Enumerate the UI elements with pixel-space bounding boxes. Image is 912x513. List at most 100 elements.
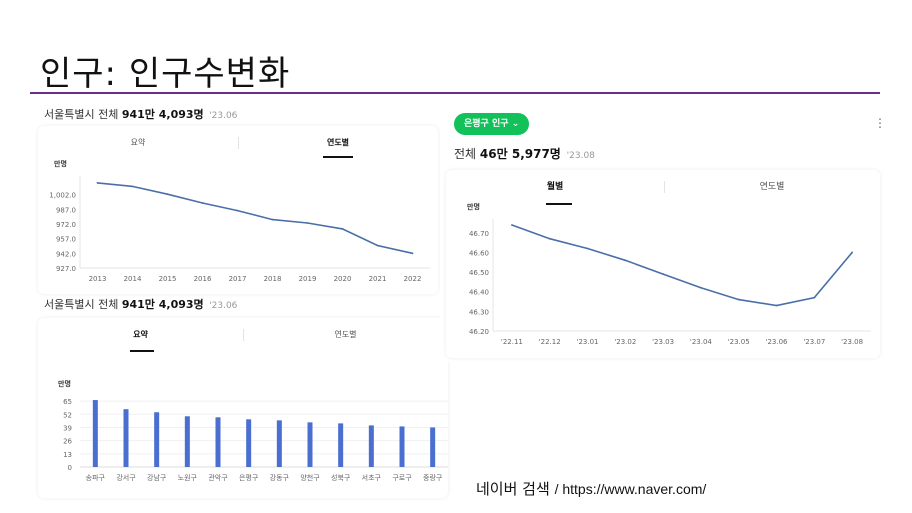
panel1-region: 서울특별시 전체: [44, 108, 119, 121]
source-url: / https://www.naver.com/: [554, 481, 707, 497]
panel2-population: 941만 4,093명: [121, 298, 204, 311]
panel2-tabs: 요약 연도별: [38, 318, 448, 352]
chart3-x-tick-2: '23.01: [577, 338, 599, 346]
chart3-point-3: [624, 259, 627, 262]
panel1-tab-yearly[interactable]: 연도별: [326, 138, 350, 147]
chart1-x-tick-2: 2015: [159, 275, 177, 283]
panel1-tabs: 요약 연도별: [38, 126, 438, 160]
chart3-series-line: [511, 224, 853, 307]
chart2-x-tick-1: 강서구: [116, 473, 136, 482]
chart2-bar-9: [368, 425, 374, 467]
chart3-y-tick-1: 46.60: [469, 249, 489, 257]
panel2-tab-summary[interactable]: 요약: [133, 330, 148, 339]
chart1-y-tick-3: 957.0: [56, 236, 76, 244]
chevron-down-icon: ⌄: [511, 119, 520, 129]
chart2-y-tick-1: 52: [63, 411, 72, 419]
chart3-y-tick-2: 46.50: [469, 269, 489, 277]
chart3-point-4: [662, 273, 664, 275]
chart1-x-tick-3: 2016: [194, 275, 212, 283]
panel1-tab-separator: [238, 137, 239, 149]
panel2-caption: 서울특별시 전체 941만 4,093명 '23.06: [44, 296, 237, 312]
chart1-point-7: [341, 227, 344, 230]
chart1-point-2: [166, 193, 169, 196]
chart3-x-tick-7: '23.06: [766, 338, 789, 346]
chart2-bar-5: [246, 419, 252, 467]
chart1-point-9: [411, 252, 414, 255]
panel1-tab-underline: [323, 156, 353, 158]
district-dropdown[interactable]: 은평구 인구 ⌄: [454, 113, 530, 135]
chart1-point-8: [376, 244, 379, 247]
chart1-x-tick-9: 2022: [404, 275, 422, 283]
chart2-x-tick-7: 양천구: [300, 473, 320, 482]
chart1-x-tick-8: 2021: [369, 275, 387, 283]
chart3-x-tick-9: '23.08: [841, 338, 863, 346]
chart2-bar-11: [430, 427, 436, 467]
panel2-region: 서울특별시 전체: [44, 298, 119, 311]
yearly-population-chart: 만명 1,002.0 987.0 972.0 957.0 942.0 927.0 2013 20…: [49, 159, 430, 283]
panel2-date: '23.06: [209, 301, 238, 311]
chart2-x-tick-5: 은평구: [239, 473, 259, 482]
chart3-y-tick-3: 46.40: [469, 289, 489, 297]
chart2-y-tick-4: 13: [63, 451, 72, 459]
chart1-point-1: [131, 185, 134, 188]
chart1-y-tick-5: 927.0: [56, 265, 76, 273]
panel3-tab-underline: [546, 203, 572, 205]
source-label: 네이버 검색: [476, 480, 550, 498]
chart2-bar-7: [307, 422, 313, 467]
chart3-x-tick-1: '22.12: [539, 338, 561, 346]
chart2-x-tick-4: 관악구: [208, 473, 228, 482]
chart2-y-tick-3: 26: [63, 438, 72, 446]
chart1-x-tick-5: 2018: [264, 275, 282, 283]
chart2-bar-8: [338, 423, 344, 467]
title-divider: [30, 92, 880, 94]
chart2-y-tick-2: 39: [63, 424, 72, 432]
chart1-point-5: [271, 218, 274, 221]
panel1-tab-summary[interactable]: 요약: [130, 138, 146, 147]
chart1-y-tick-0: 1,002.0: [49, 192, 76, 200]
chart3-unit-label: 만명: [467, 202, 480, 211]
chart3-x-tick-4: '23.03: [652, 338, 674, 346]
panel3-caption: 전체 46만 5,977명 '23.08: [454, 145, 595, 162]
chart1-point-3: [201, 202, 204, 204]
chart3-point-2: [586, 247, 589, 250]
chart3-y-tick-4: 46.30: [469, 308, 489, 316]
chart2-bar-10: [399, 426, 405, 467]
panel1-date: '23.06: [209, 111, 238, 121]
panel1-caption: 서울특별시 전체 941만 4,093명 '23.06: [44, 106, 237, 122]
chart1-x-tick-6: 2019: [299, 275, 317, 283]
panel1-card: 요약 연도별 만명 1,002.0 987.0 972.0 957.0 942.0 927.…: [38, 126, 438, 294]
chart2-y-tick-5: 0: [68, 464, 72, 472]
panel2-tab-yearly[interactable]: 연도별: [334, 330, 357, 339]
panel3-tab-separator: [664, 181, 665, 193]
panel2-tab-underline: [130, 350, 154, 352]
chart2-x-tick-3: 노원구: [178, 473, 198, 482]
chart3-point-5: [700, 286, 702, 289]
chart1-series-line: [97, 182, 413, 255]
chart3-point-6: [737, 298, 740, 301]
chart3-x-tick-0: '22.11: [501, 338, 523, 346]
chart1-point-0: [96, 182, 99, 184]
chart2-bar-2: [154, 412, 160, 467]
chart2-bar-4: [215, 417, 221, 467]
panel1-population: 941만 4,093명: [121, 108, 204, 121]
district-dropdown-label: 은평구 인구: [464, 119, 509, 129]
chart1-point-6: [306, 222, 309, 224]
chart2-x-tick-6: 강동구: [270, 473, 290, 482]
source-credit: 네이버 검색 / https://www.naver.com/: [476, 478, 706, 499]
panel2-tab-separator: [243, 329, 244, 341]
chart3-point-9: [851, 251, 853, 254]
chart3-x-tick-6: '23.05: [728, 338, 750, 346]
slide-title: 인구: 인구수변화: [40, 54, 291, 94]
more-options-icon[interactable]: ⋮: [874, 116, 886, 130]
chart1-unit-label: 만명: [54, 159, 67, 168]
district-population-chart: 만명 65 52 39 26 13 0 송파구 강서구 강남구 노원구 관악구 은평구 강동구 양천구 성북구…: [58, 379, 448, 482]
chart2-y-tick-0: 65: [63, 398, 72, 406]
chart1-y-tick-1: 987.0: [56, 206, 76, 214]
chart3-point-0: [511, 224, 513, 226]
chart2-bar-6: [276, 420, 282, 467]
panel3-tab-monthly[interactable]: 월별: [546, 182, 564, 192]
chart2-x-tick-11: 중랑구: [423, 474, 443, 482]
chart2-x-tick-0: 송파구: [86, 473, 106, 482]
chart3-point-7: [775, 304, 778, 307]
panel3-tab-yearly[interactable]: 연도별: [759, 182, 785, 192]
